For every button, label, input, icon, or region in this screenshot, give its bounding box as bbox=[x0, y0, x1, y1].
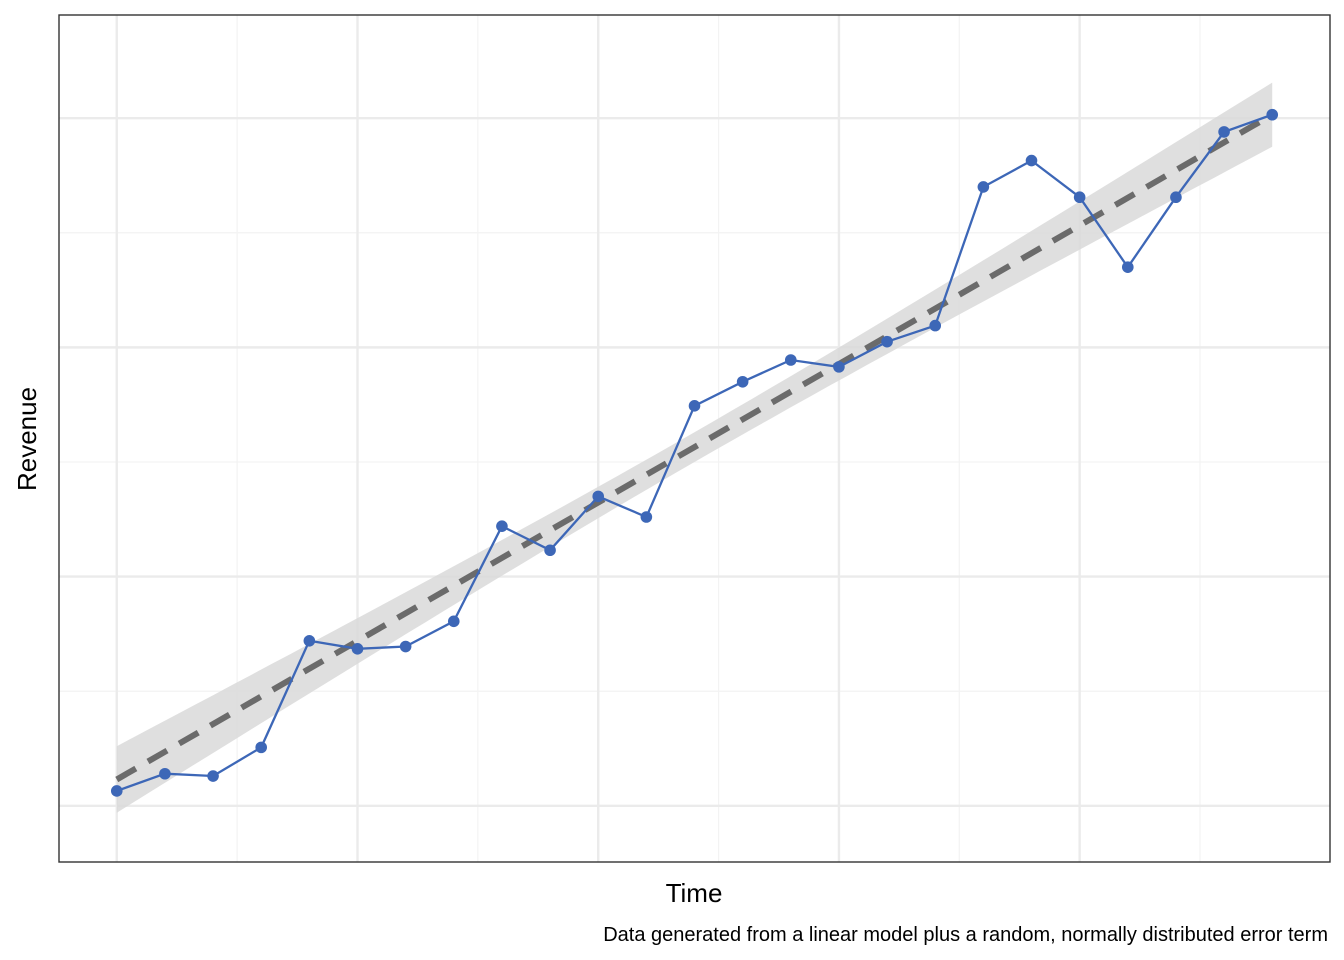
data-point bbox=[881, 335, 893, 348]
data-point bbox=[159, 767, 171, 780]
data-point bbox=[255, 741, 268, 754]
data-point bbox=[496, 520, 508, 532]
data-point bbox=[351, 643, 364, 655]
trend-line bbox=[115, 112, 1274, 783]
data-point bbox=[784, 354, 797, 366]
data-point bbox=[207, 770, 219, 782]
x-axis-title: Time bbox=[666, 878, 723, 908]
data-point bbox=[592, 490, 605, 503]
data-point bbox=[544, 544, 556, 557]
data-point bbox=[1121, 261, 1134, 273]
data-point bbox=[1266, 108, 1279, 121]
data-point bbox=[1170, 191, 1182, 204]
data-point bbox=[977, 181, 990, 193]
data-point bbox=[1025, 154, 1038, 167]
data-point bbox=[447, 615, 460, 628]
data-point bbox=[303, 634, 316, 647]
series-points bbox=[110, 108, 1279, 797]
data-point bbox=[929, 319, 942, 332]
data-point bbox=[110, 785, 123, 797]
data-point bbox=[399, 640, 412, 653]
data-point bbox=[833, 361, 845, 373]
chart-caption: Data generated from a linear model plus … bbox=[603, 924, 1328, 946]
data-point bbox=[688, 400, 701, 412]
grid-major bbox=[59, 15, 1330, 862]
data-point bbox=[1218, 126, 1230, 138]
data-point bbox=[1073, 191, 1086, 204]
y-axis-title: Revenue bbox=[12, 387, 42, 491]
panel-border bbox=[58, 14, 1331, 863]
data-point bbox=[736, 375, 749, 388]
data-point bbox=[640, 511, 653, 523]
